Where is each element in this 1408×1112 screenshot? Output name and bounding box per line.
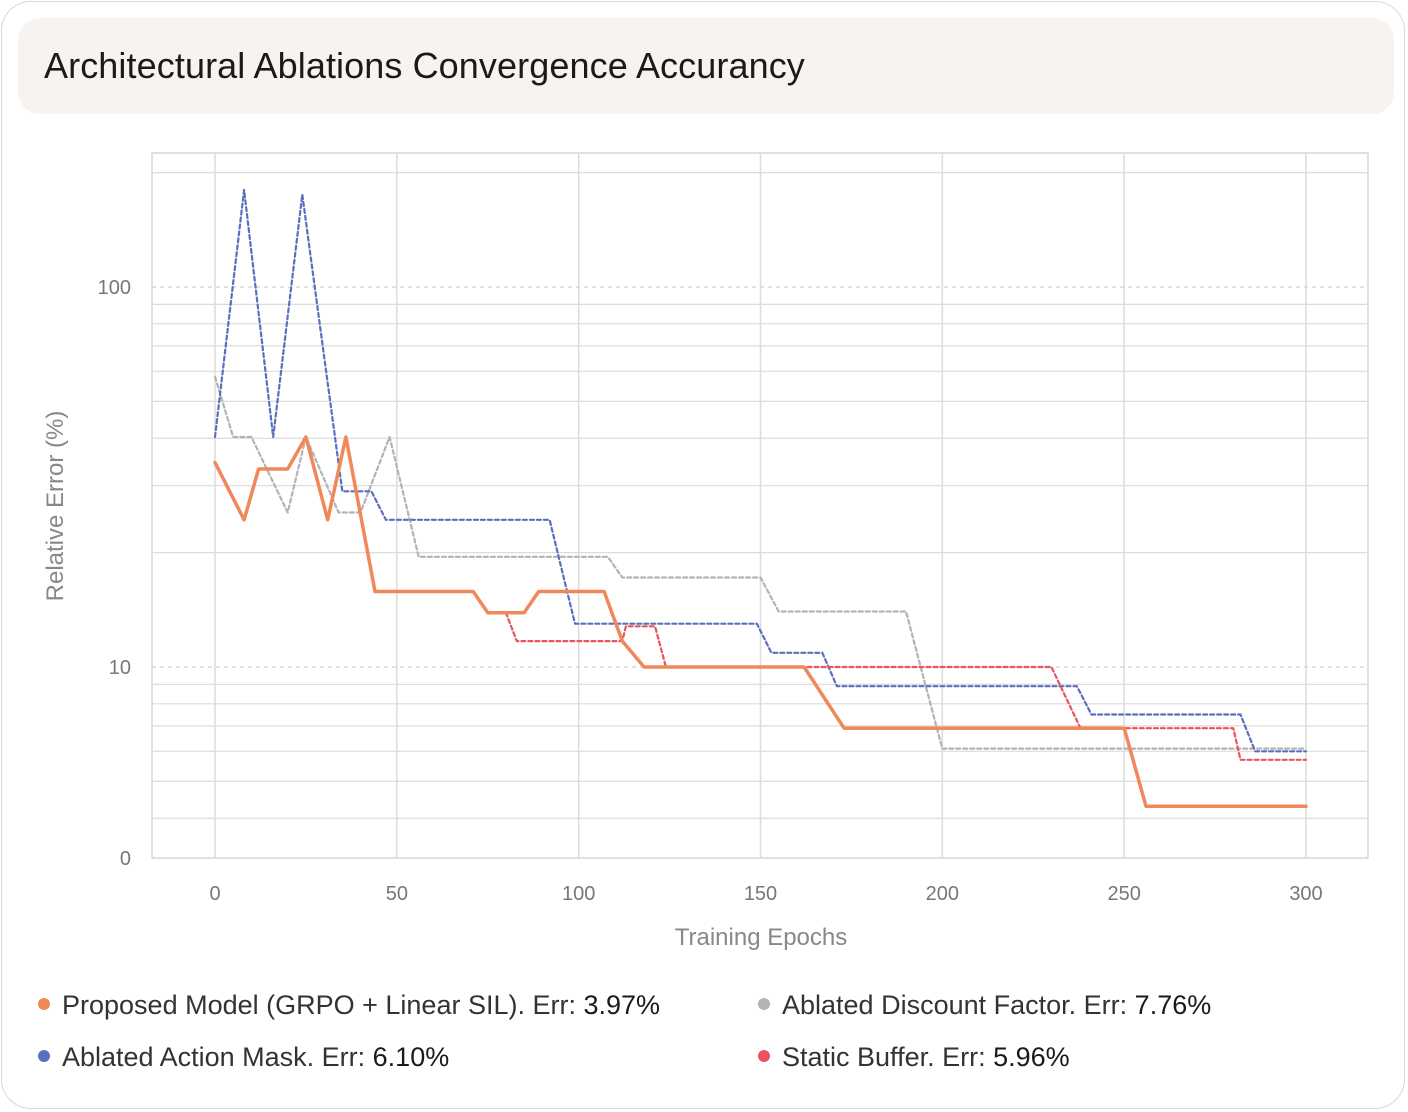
y-axis-label: Relative Error (%) <box>42 411 69 602</box>
chart-header: Architectural Ablations Convergence Accu… <box>18 18 1394 114</box>
x-tick-label: 200 <box>926 883 959 905</box>
chart-title: Architectural Ablations Convergence Accu… <box>44 45 805 86</box>
x-tick-label: 50 <box>386 883 408 905</box>
ticks: 0 50 100 150 200 250 300 0 10 100 <box>98 277 1323 905</box>
x-tick-label: 250 <box>1107 883 1140 905</box>
y-tick-label: 10 <box>109 657 131 679</box>
x-tick-label: 150 <box>744 883 777 905</box>
grid <box>151 152 1369 859</box>
x-tick-label: 100 <box>562 883 595 905</box>
series-line-1 <box>213 375 1308 750</box>
series-line-0 <box>213 435 1308 809</box>
x-axis-label: Training Epochs <box>675 924 848 951</box>
y-tick-label: 0 <box>120 848 131 870</box>
x-tick-label: 300 <box>1289 883 1322 905</box>
series-lines <box>213 188 1308 809</box>
series-line-2 <box>213 188 1308 753</box>
y-tick-label: 100 <box>98 277 131 299</box>
x-tick-label: 0 <box>209 883 220 905</box>
